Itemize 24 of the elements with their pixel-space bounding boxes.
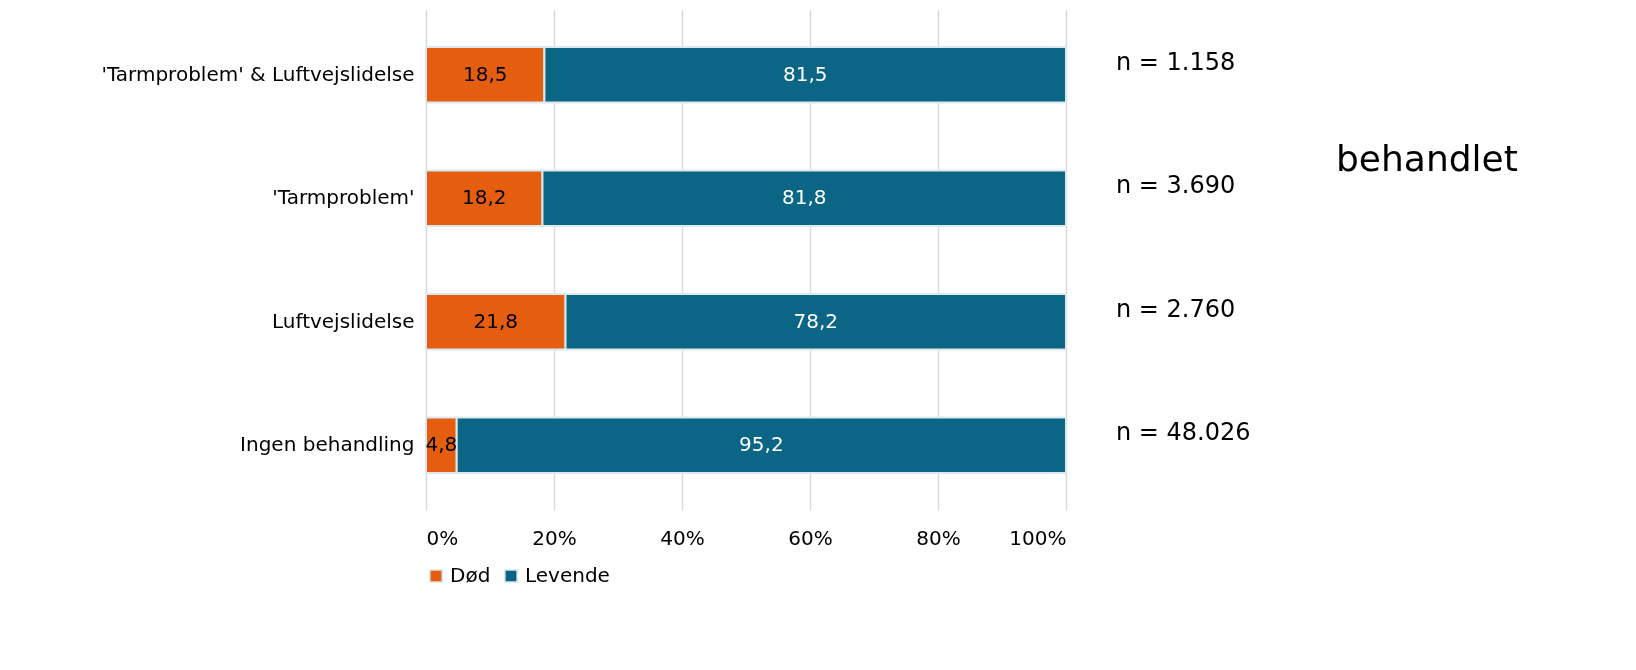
data-label: 81,8 <box>781 185 827 210</box>
x-tick-label: 60% <box>788 525 833 550</box>
legend-label: Levende <box>525 563 610 587</box>
x-tick-label: 100% <box>1009 525 1067 550</box>
x-tick-label: 40% <box>660 525 705 550</box>
data-label: 78,2 <box>793 308 839 333</box>
legend-label: Død <box>450 563 491 587</box>
text: n = 48.026 <box>1116 418 1251 447</box>
text: n = 2.760 <box>1116 294 1236 323</box>
data-label: 81,5 <box>782 61 828 86</box>
y-tick-label: 'Tarmproblem' & Luftvejslidelse <box>101 61 415 86</box>
data-label: 18,5 <box>462 61 508 86</box>
text: behandlet <box>1336 138 1518 179</box>
text: n = 3.690 <box>1116 171 1236 200</box>
data-label: 95,2 <box>739 432 784 457</box>
y-tick-label: Ingen behandling <box>240 432 415 457</box>
x-tick-label: 20% <box>532 525 577 550</box>
y-tick-label: Luftvejslidelse <box>271 308 415 333</box>
data-label: 18,2 <box>461 185 507 210</box>
data-label: 21,8 <box>473 308 519 333</box>
y-tick-label: 'Tarmproblem' <box>272 185 415 210</box>
text: n = 1.158 <box>1116 47 1236 76</box>
x-tick-label: 80% <box>916 525 961 550</box>
x-tick-label: 0% <box>426 525 459 550</box>
